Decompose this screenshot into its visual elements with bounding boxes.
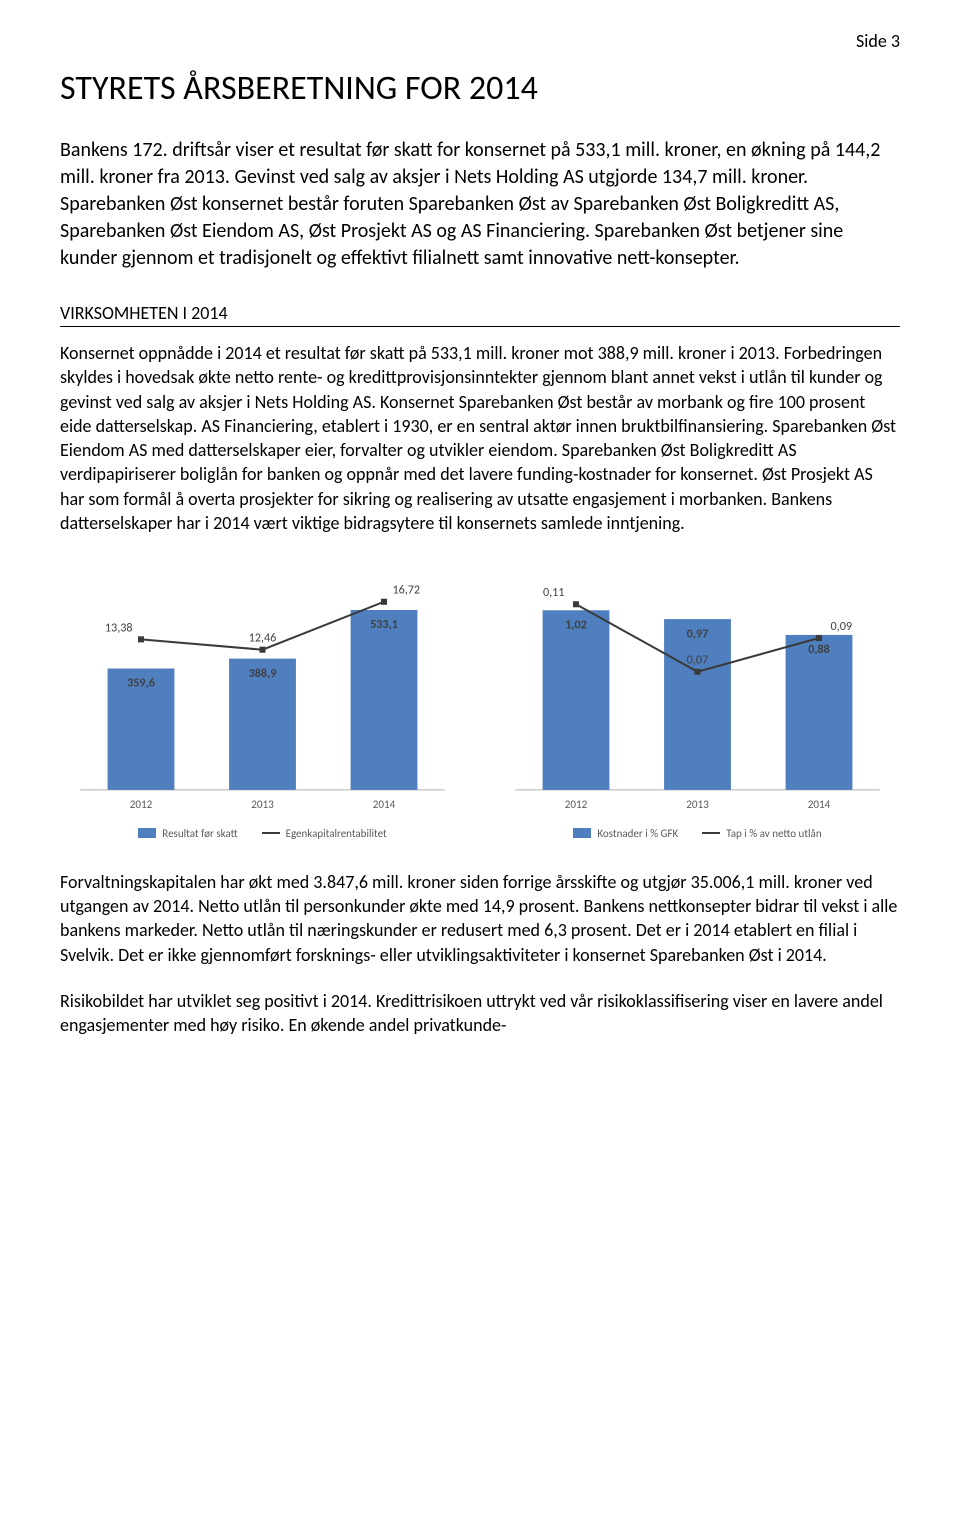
svg-text:13,38: 13,38 xyxy=(105,621,133,636)
legend-item-line: Tap i % av netto utlån xyxy=(702,827,821,840)
legend-item-bar: Resultat før skatt xyxy=(138,827,237,840)
body-paragraph-2: Forvaltningskapitalen har økt med 3.847,… xyxy=(60,870,900,967)
legend-swatch-bar xyxy=(573,828,591,838)
svg-text:16,72: 16,72 xyxy=(392,583,420,598)
chart-right-legend: Kostnader i % GFK Tap i % av netto utlån xyxy=(495,827,900,840)
svg-text:2012: 2012 xyxy=(565,797,588,811)
body-paragraph-1: Konsernet oppnådde i 2014 et resultat fø… xyxy=(60,341,900,535)
charts-row: 359,6 2012 388,9 2013 533,1 2014 13,38 12,46 16,… xyxy=(60,557,900,839)
svg-text:2013: 2013 xyxy=(251,797,274,811)
legend-label-bar: Kostnader i % GFK xyxy=(597,827,678,840)
svg-text:2013: 2013 xyxy=(686,797,709,811)
legend-label-bar: Resultat før skatt xyxy=(162,827,237,840)
body-paragraph-3: Risikobildet har utviklet seg positivt i… xyxy=(60,989,900,1038)
chart-left-svg: 359,6 2012 388,9 2013 533,1 2014 13,38 12,46 16,… xyxy=(60,557,465,820)
legend-label-line: Egenkapitalrentabilitet xyxy=(286,827,387,840)
chart-left: 359,6 2012 388,9 2013 533,1 2014 13,38 12,46 16,… xyxy=(60,557,465,839)
legend-item-line: Egenkapitalrentabilitet xyxy=(262,827,387,840)
svg-text:0,11: 0,11 xyxy=(543,586,565,601)
svg-text:2014: 2014 xyxy=(808,797,831,811)
svg-text:0,88: 0,88 xyxy=(808,643,830,658)
intro-paragraph: Bankens 172. driftsår viser et resultat … xyxy=(60,137,900,272)
legend-swatch-line xyxy=(702,832,720,834)
svg-text:0,09: 0,09 xyxy=(831,619,853,634)
legend-swatch-bar xyxy=(138,828,156,838)
legend-swatch-line xyxy=(262,832,280,834)
chart-right: 1,02 2012 0,97 2013 0,88 2014 0,11 0,07 0,09 Kos… xyxy=(495,557,900,839)
chart-right-svg: 1,02 2012 0,97 2013 0,88 2014 0,11 0,07 0,09 xyxy=(495,557,900,820)
svg-text:12,46: 12,46 xyxy=(249,631,277,646)
svg-text:2014: 2014 xyxy=(373,797,396,811)
svg-text:1,02: 1,02 xyxy=(565,618,587,633)
svg-text:0,97: 0,97 xyxy=(687,627,709,642)
svg-text:359,6: 359,6 xyxy=(127,676,155,691)
section-heading: VIRKSOMHETEN I 2014 xyxy=(60,302,900,327)
svg-text:388,9: 388,9 xyxy=(249,666,277,681)
svg-text:2012: 2012 xyxy=(130,797,153,811)
legend-item-bar: Kostnader i % GFK xyxy=(573,827,678,840)
page-number: Side 3 xyxy=(60,30,900,52)
chart-left-legend: Resultat før skatt Egenkapitalrentabilit… xyxy=(60,827,465,840)
svg-text:533,1: 533,1 xyxy=(370,618,398,633)
page-title: STYRETS ÅRSBERETNING FOR 2014 xyxy=(60,68,900,109)
legend-label-line: Tap i % av netto utlån xyxy=(726,827,821,840)
svg-text:0,07: 0,07 xyxy=(687,653,709,668)
